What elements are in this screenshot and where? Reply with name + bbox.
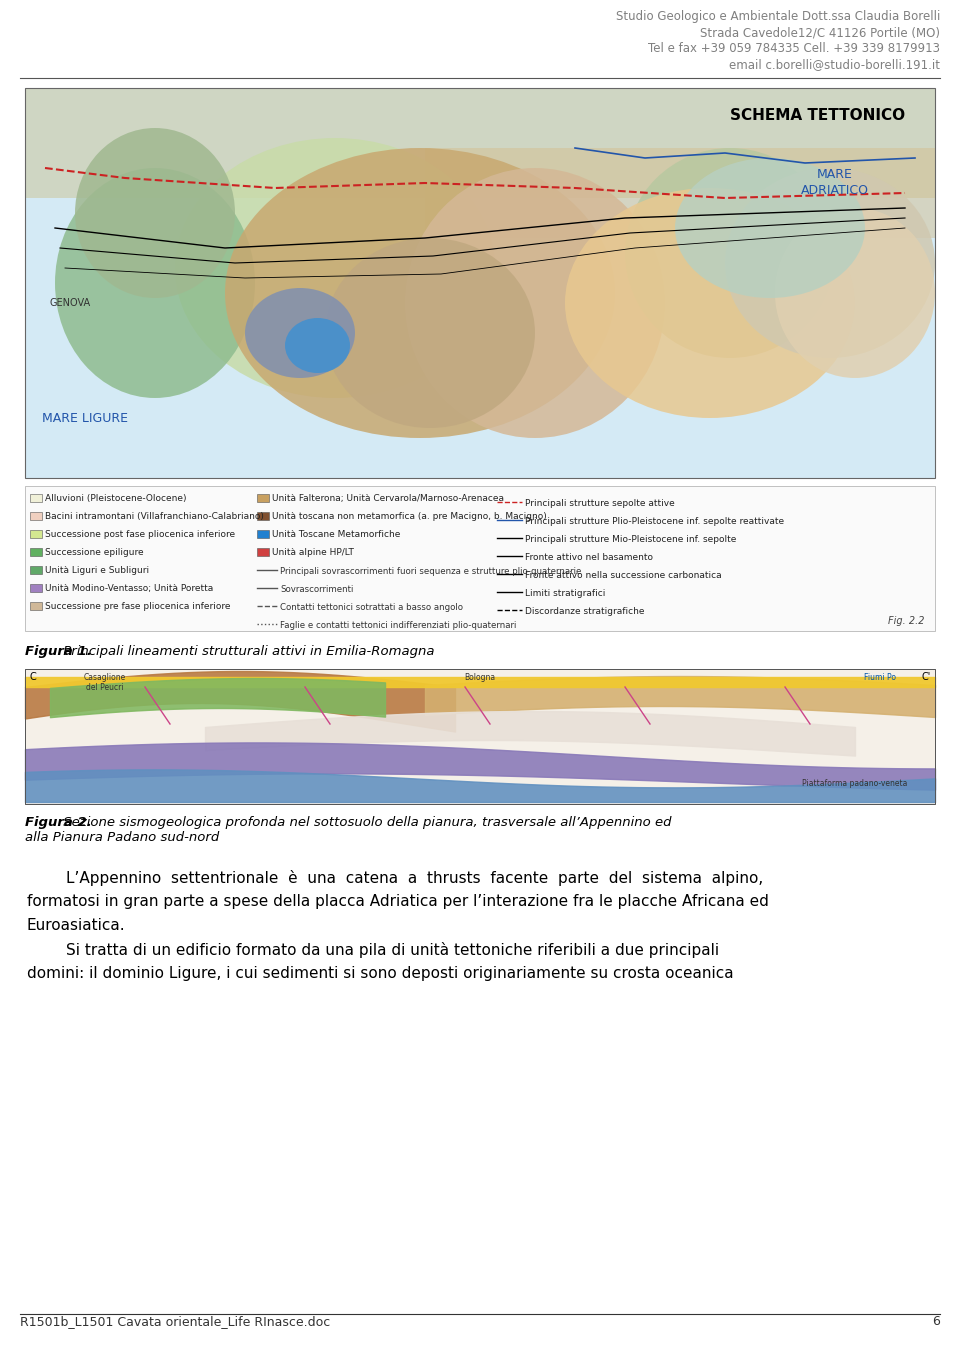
- Bar: [25, 669, 935, 804]
- Text: MARE: MARE: [817, 168, 852, 180]
- Text: Unità Liguri e Subliguri: Unità Liguri e Subliguri: [45, 567, 149, 575]
- Bar: [30, 548, 42, 556]
- Text: L’Appennino  settentrionale  è  una  catena  a  thrusts  facente  parte  del  si: L’Appennino settentrionale è una catena …: [27, 870, 763, 886]
- Text: email c.borelli@studio-borelli.191.it: email c.borelli@studio-borelli.191.it: [729, 58, 940, 71]
- Bar: [257, 511, 269, 520]
- Bar: [30, 511, 42, 520]
- Text: Fronte attivo nella successione carbonatica: Fronte attivo nella successione carbonat…: [525, 571, 722, 580]
- Ellipse shape: [565, 188, 855, 419]
- Text: Alluvioni (Pleistocene-Olocene): Alluvioni (Pleistocene-Olocene): [45, 494, 186, 503]
- Text: Unità Modino-Ventasso; Unità Poretta: Unità Modino-Ventasso; Unità Poretta: [45, 584, 213, 594]
- Text: Tel e fax +39 059 784335 Cell. +39 339 8179913: Tel e fax +39 059 784335 Cell. +39 339 8…: [648, 42, 940, 55]
- Ellipse shape: [175, 139, 495, 398]
- Bar: [257, 530, 269, 538]
- Text: Bacini intramontani (Villafranchiano-Calabriano): Bacini intramontani (Villafranchiano-Cal…: [45, 511, 264, 521]
- Ellipse shape: [675, 157, 865, 297]
- Text: Fronte attivo nel basamento: Fronte attivo nel basamento: [525, 553, 653, 563]
- Text: Euroasiatica.: Euroasiatica.: [27, 918, 126, 933]
- Bar: [30, 567, 42, 573]
- Text: Piattaforma padano-veneta: Piattaforma padano-veneta: [802, 779, 907, 787]
- Ellipse shape: [325, 238, 535, 428]
- Text: Figura 1.: Figura 1.: [25, 645, 92, 658]
- Ellipse shape: [75, 128, 235, 297]
- Text: ADRIATICO: ADRIATICO: [801, 184, 869, 197]
- Text: Unità alpine HP/LT: Unità alpine HP/LT: [272, 548, 354, 557]
- Bar: [257, 548, 269, 556]
- Text: formatosi in gran parte a spese della placca Adriatica per l’interazione fra le : formatosi in gran parte a spese della pl…: [27, 894, 769, 909]
- Bar: [30, 494, 42, 502]
- Text: GENOVA: GENOVA: [50, 297, 91, 308]
- Text: Sezione sismogeologica profonda nel sottosuolo della pianura, trasversale all’Ap: Sezione sismogeologica profonda nel sott…: [25, 816, 671, 844]
- Text: Casaglione
del Peucri: Casaglione del Peucri: [84, 673, 126, 692]
- Text: Contatti tettonici sotrattati a basso angolo: Contatti tettonici sotrattati a basso an…: [280, 603, 463, 612]
- Bar: [30, 602, 42, 610]
- Bar: [25, 669, 935, 804]
- Bar: [25, 486, 935, 631]
- Text: Fig. 2.2: Fig. 2.2: [889, 616, 925, 626]
- Ellipse shape: [55, 168, 255, 398]
- Bar: [425, 148, 935, 238]
- Text: MARE LIGURE: MARE LIGURE: [42, 412, 128, 424]
- Bar: [25, 87, 935, 478]
- Text: Principali strutture Plio-Pleistocene inf. sepolte reattivate: Principali strutture Plio-Pleistocene in…: [525, 517, 784, 526]
- Text: Strada Cavedole12/C 41126 Portile (MO): Strada Cavedole12/C 41126 Portile (MO): [700, 26, 940, 39]
- Ellipse shape: [285, 318, 350, 373]
- Bar: [25, 87, 935, 478]
- Text: C: C: [29, 672, 36, 682]
- Text: Fiumi Po: Fiumi Po: [864, 673, 896, 682]
- Text: Unità Toscane Metamorfiche: Unità Toscane Metamorfiche: [272, 530, 400, 538]
- Text: Successione pre fase pliocenica inferiore: Successione pre fase pliocenica inferior…: [45, 602, 230, 611]
- Text: Principali lineamenti strutturali attivi in Emilia-Romagna: Principali lineamenti strutturali attivi…: [25, 645, 435, 658]
- Bar: [30, 530, 42, 538]
- Text: Principali strutture Mio-Pleistocene inf. sepolte: Principali strutture Mio-Pleistocene inf…: [525, 534, 736, 544]
- Text: Successione post fase pliocenica inferiore: Successione post fase pliocenica inferio…: [45, 530, 235, 538]
- Text: Unità toscana non metamorfica (a. pre Macigno, b. Macigno): Unità toscana non metamorfica (a. pre Ma…: [272, 511, 547, 521]
- Text: R1501b_L1501 Cavata orientale_Life RInasce.doc: R1501b_L1501 Cavata orientale_Life RInas…: [20, 1315, 330, 1329]
- Text: Discordanze stratigrafiche: Discordanze stratigrafiche: [525, 607, 644, 616]
- Text: Bologna: Bologna: [465, 673, 495, 682]
- Text: SCHEMA TETTONICO: SCHEMA TETTONICO: [730, 108, 905, 122]
- Ellipse shape: [405, 168, 665, 437]
- Ellipse shape: [775, 209, 935, 378]
- Text: Si tratta di un edificio formato da una pila di unità tettoniche riferibili a du: Si tratta di un edificio formato da una …: [27, 942, 719, 958]
- Bar: [25, 87, 935, 198]
- Text: Unità Falterona; Unità Cervarola/Marnoso-Arenacea: Unità Falterona; Unità Cervarola/Marnoso…: [272, 494, 504, 503]
- Ellipse shape: [245, 288, 355, 378]
- Ellipse shape: [225, 148, 615, 437]
- Text: Sovrascorrimenti: Sovrascorrimenti: [280, 586, 353, 594]
- Text: 6: 6: [932, 1315, 940, 1329]
- Ellipse shape: [725, 168, 935, 358]
- Text: Faglie e contatti tettonici indifferenziati plio-quaternari: Faglie e contatti tettonici indifferenzi…: [280, 621, 516, 630]
- Bar: [257, 494, 269, 502]
- Text: Limiti stratigrafici: Limiti stratigrafici: [525, 590, 606, 598]
- Text: Principali sovrascorrimenti fuori sequenza e strutture plio-quaternarie: Principali sovrascorrimenti fuori sequen…: [280, 567, 582, 576]
- Text: domini: il dominio Ligure, i cui sedimenti si sono deposti originariamente su cr: domini: il dominio Ligure, i cui sedimen…: [27, 966, 733, 981]
- Ellipse shape: [625, 148, 835, 358]
- Text: Successione epiligure: Successione epiligure: [45, 548, 144, 557]
- Text: Principali strutture sepolte attive: Principali strutture sepolte attive: [525, 499, 675, 507]
- Text: Studio Geologico e Ambientale Dott.ssa Claudia Borelli: Studio Geologico e Ambientale Dott.ssa C…: [615, 9, 940, 23]
- Text: Figura 2.: Figura 2.: [25, 816, 92, 829]
- Bar: [30, 584, 42, 592]
- Text: C': C': [922, 672, 931, 682]
